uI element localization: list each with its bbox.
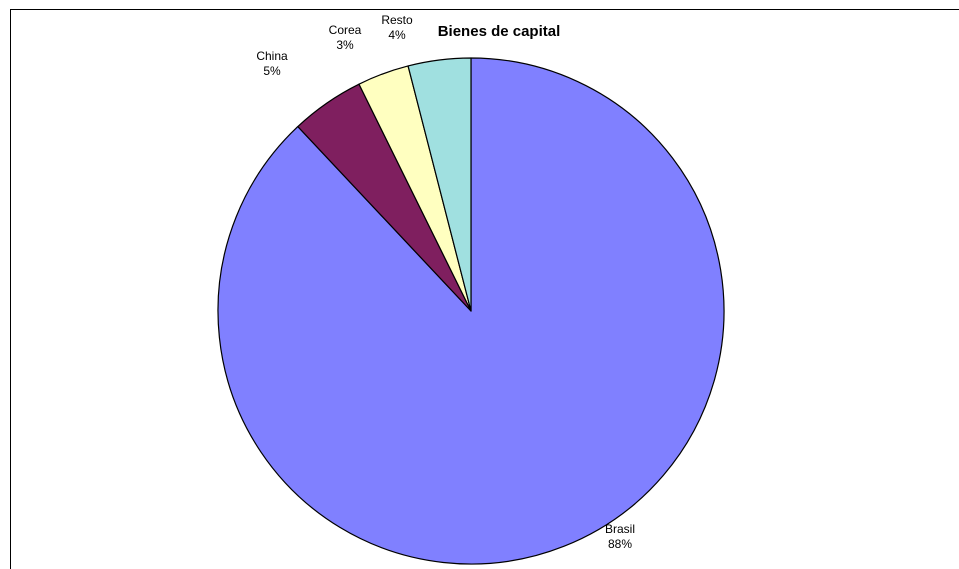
slice-name: Corea xyxy=(329,23,362,37)
slice-name: Resto xyxy=(381,13,413,27)
slice-name: Brasil xyxy=(605,522,635,536)
slice-labels: Brasil 88% China 5% Corea 3% Resto 4% xyxy=(256,13,635,551)
chart-title: Bienes de capital xyxy=(438,23,561,40)
slice-percent: 3% xyxy=(336,38,354,52)
slice-name: China xyxy=(256,49,288,63)
pie-slices xyxy=(217,57,725,565)
chart-frame xyxy=(10,9,959,569)
slice-label-brasil: Brasil 88% xyxy=(605,522,635,551)
slice-label-china: China 5% xyxy=(256,49,288,78)
slice-label-corea: Corea 3% xyxy=(329,23,362,52)
slice-label-resto: Resto 4% xyxy=(381,13,413,42)
slice-percent: 5% xyxy=(263,64,281,78)
slice-percent: 88% xyxy=(608,537,632,551)
slice-percent: 4% xyxy=(388,28,406,42)
pie-slice-resto xyxy=(407,57,472,312)
